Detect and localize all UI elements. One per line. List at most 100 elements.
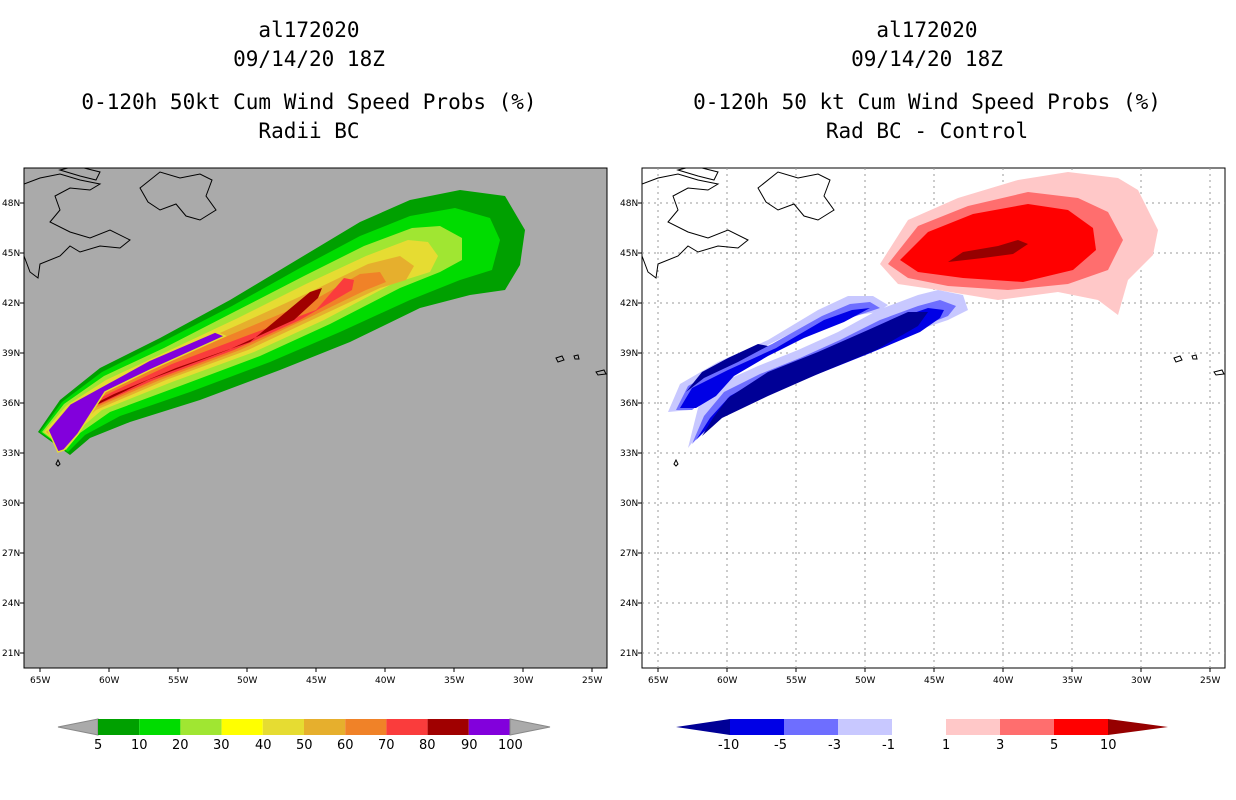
colorbar-label: 1 (942, 738, 950, 752)
colorbar-label: 30 (213, 738, 230, 752)
lat-axis: 48N 45N 42N 39N 36N 33N 30N 27N 24N 21N (2, 199, 24, 659)
colorbar-box (892, 719, 946, 735)
lat-label: 30N (620, 499, 638, 509)
colorbar-box (427, 719, 469, 735)
lat-label: 33N (2, 449, 20, 459)
lat-label: 36N (2, 399, 20, 409)
left-colorbar: 5 10 20 30 40 50 60 70 80 90 100 (57, 718, 551, 752)
lon-label: 45W (924, 676, 944, 686)
colorbar-box (262, 719, 304, 735)
lon-label: 40W (993, 676, 1013, 686)
colorbar-label: -10 (718, 738, 739, 752)
colorbar-label: 100 (498, 738, 523, 752)
lon-label: 30W (513, 676, 533, 686)
lon-label: 25W (1200, 676, 1220, 686)
colorbar-end-high (1108, 719, 1168, 735)
lon-label: 50W (237, 676, 257, 686)
colorbar-label: -5 (774, 738, 787, 752)
lat-label: 30N (2, 499, 20, 509)
lat-label: 27N (620, 549, 638, 559)
lat-label: 42N (620, 299, 638, 309)
lon-label: 55W (168, 676, 188, 686)
product-subtitle: Radii BC (258, 119, 360, 143)
lat-label: 27N (2, 549, 20, 559)
lat-label: 39N (620, 349, 638, 359)
colorbar-label: -1 (882, 738, 895, 752)
lat-label: 45N (2, 249, 20, 259)
lat-label: 48N (2, 199, 20, 209)
coastlines (642, 168, 1225, 467)
lon-label: 30W (1131, 676, 1151, 686)
lon-label: 65W (648, 676, 668, 686)
colorbar-label: 40 (255, 738, 272, 752)
colorbar-label: 50 (296, 738, 313, 752)
lon-axis: 65W 60W 55W 50W 45W 40W 35W 30W 25W (648, 668, 1220, 686)
lon-label: 45W (306, 676, 326, 686)
colorbar-box (304, 719, 346, 735)
lon-label: 55W (786, 676, 806, 686)
coastlines (24, 168, 607, 467)
colorbar-label: 70 (378, 738, 395, 752)
lat-label: 24N (620, 599, 638, 609)
lat-label: 42N (2, 299, 20, 309)
lon-label: 50W (855, 676, 875, 686)
colorbar-end-low (676, 719, 730, 735)
lon-label: 25W (582, 676, 602, 686)
colorbar-boxes (98, 719, 510, 735)
colorbar-box (784, 719, 838, 735)
colorbar-label: -3 (828, 738, 841, 752)
colorbar-box (180, 719, 222, 735)
forecast-time: 09/14/20 18Z (851, 47, 1003, 71)
colorbar-label: 5 (94, 738, 102, 752)
lat-label: 39N (2, 349, 20, 359)
colorbar-box (221, 719, 263, 735)
colorbar-label: 90 (461, 738, 478, 752)
colorbar-box (345, 719, 387, 735)
colorbar-label: 20 (172, 738, 189, 752)
colorbar-label: 10 (1100, 738, 1117, 752)
right-map-panel: 48N 45N 42N 39N 36N 33N 30N 27N 24N 21N … (620, 167, 1226, 686)
colorbar-box (730, 719, 784, 735)
lon-axis: 65W 60W 55W 50W 45W 40W 35W 30W 25W (30, 668, 602, 686)
colorbar-box (946, 719, 1000, 735)
lon-label: 35W (444, 676, 464, 686)
storm-id: al172020 (258, 18, 360, 42)
colorbar-box (98, 719, 140, 735)
lat-label: 21N (620, 649, 638, 659)
left-map-panel: 48N 45N 42N 39N 36N 33N 30N 27N 24N 21N … (2, 167, 608, 686)
lon-label: 35W (1062, 676, 1082, 686)
lon-label: 60W (99, 676, 119, 686)
lat-label: 48N (620, 199, 638, 209)
colorbar-box (838, 719, 892, 735)
forecast-time: 09/14/20 18Z (233, 47, 385, 71)
right-colorbar: -10 -5 -3 -1 1 3 5 10 (676, 719, 1168, 752)
colorbar-box (1000, 719, 1054, 735)
colorbar-label: 3 (996, 738, 1004, 752)
colorbar-box (386, 719, 428, 735)
lat-label: 33N (620, 449, 638, 459)
colorbar-box (468, 719, 510, 735)
lat-label: 36N (620, 399, 638, 409)
colorbar-end-low (57, 718, 99, 736)
right-panel-title: al172020 09/14/20 18Z 0-120h 50 kt Cum W… (627, 16, 1227, 146)
difference-contours (668, 172, 1158, 448)
colorbar-box (139, 719, 181, 735)
colorbar-box (1054, 719, 1108, 735)
left-panel-title: al172020 09/14/20 18Z 0-120h 50kt Cum Wi… (9, 16, 609, 146)
colorbar-label: 10 (131, 738, 148, 752)
lat-axis: 48N 45N 42N 39N 36N 33N 30N 27N 24N 21N (620, 199, 642, 659)
lon-label: 60W (717, 676, 737, 686)
colorbar-label: 5 (1050, 738, 1058, 752)
lat-label: 45N (620, 249, 638, 259)
probability-contours (38, 190, 525, 455)
product-subtitle: Rad BC - Control (825, 119, 1029, 143)
product-title: 0-120h 50 kt Cum Wind Speed Probs (%) (693, 90, 1161, 114)
colorbar-end-high (509, 718, 551, 736)
lon-label: 40W (375, 676, 395, 686)
colorbar-label: 80 (419, 738, 436, 752)
lon-label: 65W (30, 676, 50, 686)
storm-id: al172020 (876, 18, 978, 42)
lat-label: 21N (2, 649, 20, 659)
lat-label: 24N (2, 599, 20, 609)
product-title: 0-120h 50kt Cum Wind Speed Probs (%) (81, 90, 537, 114)
